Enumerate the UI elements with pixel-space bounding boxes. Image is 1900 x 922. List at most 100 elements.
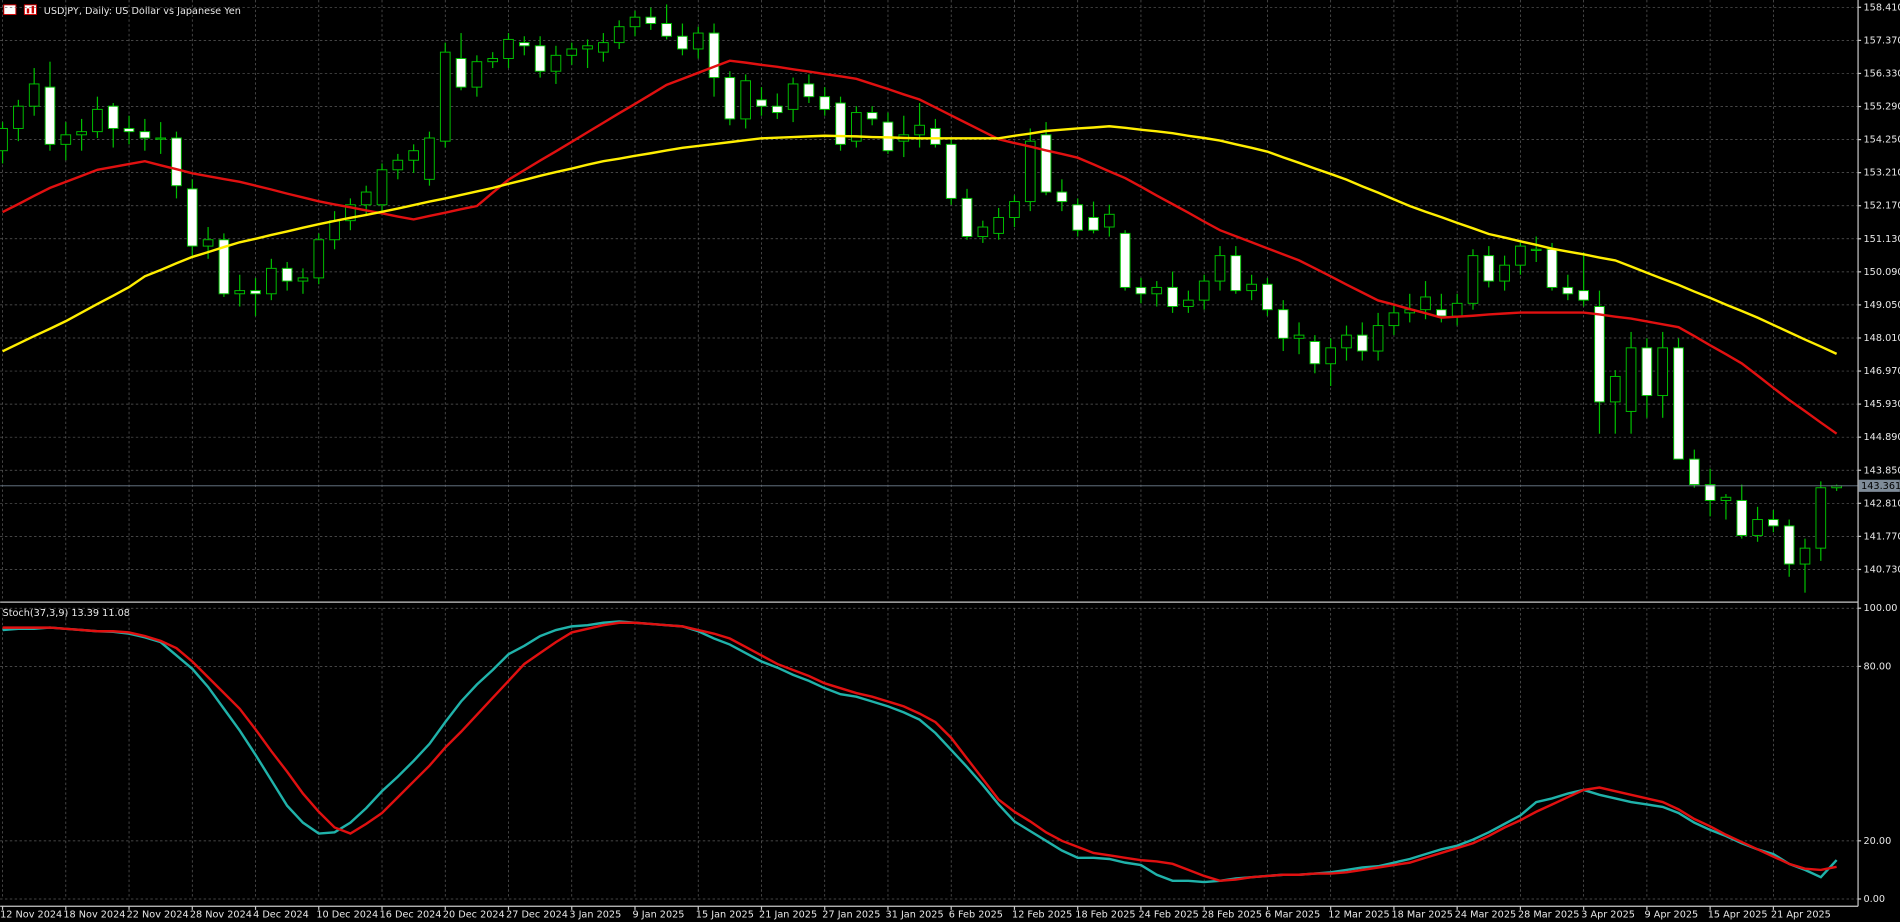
x-tick-label: 10 Dec 2024 xyxy=(316,910,378,921)
candle-body xyxy=(724,77,736,120)
y-tick-label: 154.250 xyxy=(1864,135,1900,146)
candle-body xyxy=(408,150,419,161)
candle-body xyxy=(1546,248,1558,288)
candle-body xyxy=(1736,499,1748,536)
candle-body xyxy=(993,216,1004,234)
candle-body xyxy=(1325,347,1337,365)
candle-body xyxy=(977,226,989,238)
x-tick-label: 20 Dec 2024 xyxy=(443,910,505,921)
candle-body xyxy=(582,45,593,50)
series-line xyxy=(2,620,1838,884)
x-tick-label: 9 Jan 2025 xyxy=(633,910,685,921)
candle-body xyxy=(1594,306,1605,403)
y-tick-label: 158.410 xyxy=(1864,2,1900,13)
candle-body xyxy=(60,134,72,145)
x-tick-label: 24 Mar 2025 xyxy=(1455,910,1516,921)
y-tick-label: 142.810 xyxy=(1864,498,1900,509)
x-tick-label: 15 Apr 2025 xyxy=(1708,910,1768,921)
candle-body xyxy=(1072,204,1084,231)
candle-body xyxy=(1262,283,1273,311)
candle-body xyxy=(1562,286,1574,295)
candle-body xyxy=(1451,302,1463,317)
candle-body xyxy=(503,38,514,59)
icon-bar xyxy=(31,6,35,14)
candle-body xyxy=(1483,255,1495,282)
candle-body xyxy=(107,105,119,129)
x-tick-label: 21 Apr 2025 xyxy=(1771,910,1831,921)
candle-body xyxy=(566,48,578,56)
x-tick-label: 6 Mar 2025 xyxy=(1265,910,1320,921)
candle-body xyxy=(851,112,862,142)
y-tick-label: 140.730 xyxy=(1864,564,1900,575)
candle-body xyxy=(202,239,214,247)
candle-body xyxy=(1515,245,1526,266)
y-tick-label: 144.890 xyxy=(1864,432,1900,443)
candle-body xyxy=(613,26,625,44)
candle-body xyxy=(28,83,40,107)
candle-body xyxy=(13,105,24,129)
x-tick-label: 3 Jan 2025 xyxy=(569,910,621,921)
candle-body xyxy=(1230,255,1242,292)
candle-body xyxy=(1135,286,1147,295)
x-tick-label: 22 Nov 2024 xyxy=(127,910,189,921)
candle-body xyxy=(155,137,166,140)
candle-body xyxy=(1214,255,1226,282)
x-tick-label: 18 Nov 2024 xyxy=(63,910,125,921)
candle-body xyxy=(1688,458,1700,486)
x-tick-label: 3 Apr 2025 xyxy=(1581,910,1635,921)
candle-body xyxy=(471,61,483,88)
series-line xyxy=(2,125,1838,355)
candle-body xyxy=(1151,286,1163,295)
x-tick-label: 12 Mar 2025 xyxy=(1328,910,1389,921)
x-tick-label: 9 Apr 2025 xyxy=(1644,910,1698,921)
candle-body xyxy=(1641,347,1653,397)
candle-body xyxy=(534,45,546,72)
candle-body xyxy=(76,131,87,136)
candle-body xyxy=(961,197,973,238)
candle-body xyxy=(1578,290,1589,301)
y-tick-label: 148.010 xyxy=(1864,333,1900,344)
candle-body xyxy=(1309,340,1321,365)
last-price-tag xyxy=(1858,479,1900,492)
candle-body xyxy=(250,290,261,295)
candle-body xyxy=(1657,347,1669,397)
candle-body xyxy=(1341,334,1352,349)
candle-body xyxy=(1467,255,1479,304)
chart-title: USDJPY, Daily: US Dollar vs Japanese Yen xyxy=(44,6,241,17)
candle-body xyxy=(1704,484,1716,501)
chart-icon[interactable] xyxy=(23,4,37,16)
x-tick-label: 28 Mar 2025 xyxy=(1518,910,1579,921)
y-tick-label: 100.00 xyxy=(1864,603,1898,614)
y-tick-label: 151.130 xyxy=(1864,234,1900,245)
candle-body xyxy=(1783,525,1795,565)
y-tick-label: 145.930 xyxy=(1864,399,1900,410)
candle-body xyxy=(692,32,704,50)
candle-body xyxy=(1436,309,1447,317)
x-tick-label: 21 Jan 2025 xyxy=(759,910,817,921)
y-tick-label: 80.00 xyxy=(1864,661,1892,672)
y-tick-label: 141.770 xyxy=(1864,531,1900,542)
candle-body xyxy=(835,102,846,145)
candle-body xyxy=(439,51,451,142)
indicator-title: Stoch(37,3,9) 13.39 11.08 xyxy=(3,608,130,619)
menu-icon[interactable] xyxy=(3,4,17,16)
x-tick-label: 31 Jan 2025 xyxy=(886,910,944,921)
candle-body xyxy=(866,112,878,120)
candle-body xyxy=(1277,309,1289,339)
candle-body xyxy=(424,137,435,180)
icon-bar xyxy=(26,8,30,14)
x-tick-label: 15 Jan 2025 xyxy=(696,910,754,921)
x-tick-label: 4 Dec 2024 xyxy=(253,910,309,921)
candle-body xyxy=(313,239,325,279)
series-line xyxy=(2,621,1837,883)
candle-body xyxy=(1372,325,1384,352)
candle-body xyxy=(1293,334,1305,339)
candle-body xyxy=(708,32,720,79)
candle-body xyxy=(550,54,562,72)
candle-body xyxy=(1388,312,1400,327)
candle-body xyxy=(376,169,388,206)
y-tick-label: 146.970 xyxy=(1864,366,1900,377)
